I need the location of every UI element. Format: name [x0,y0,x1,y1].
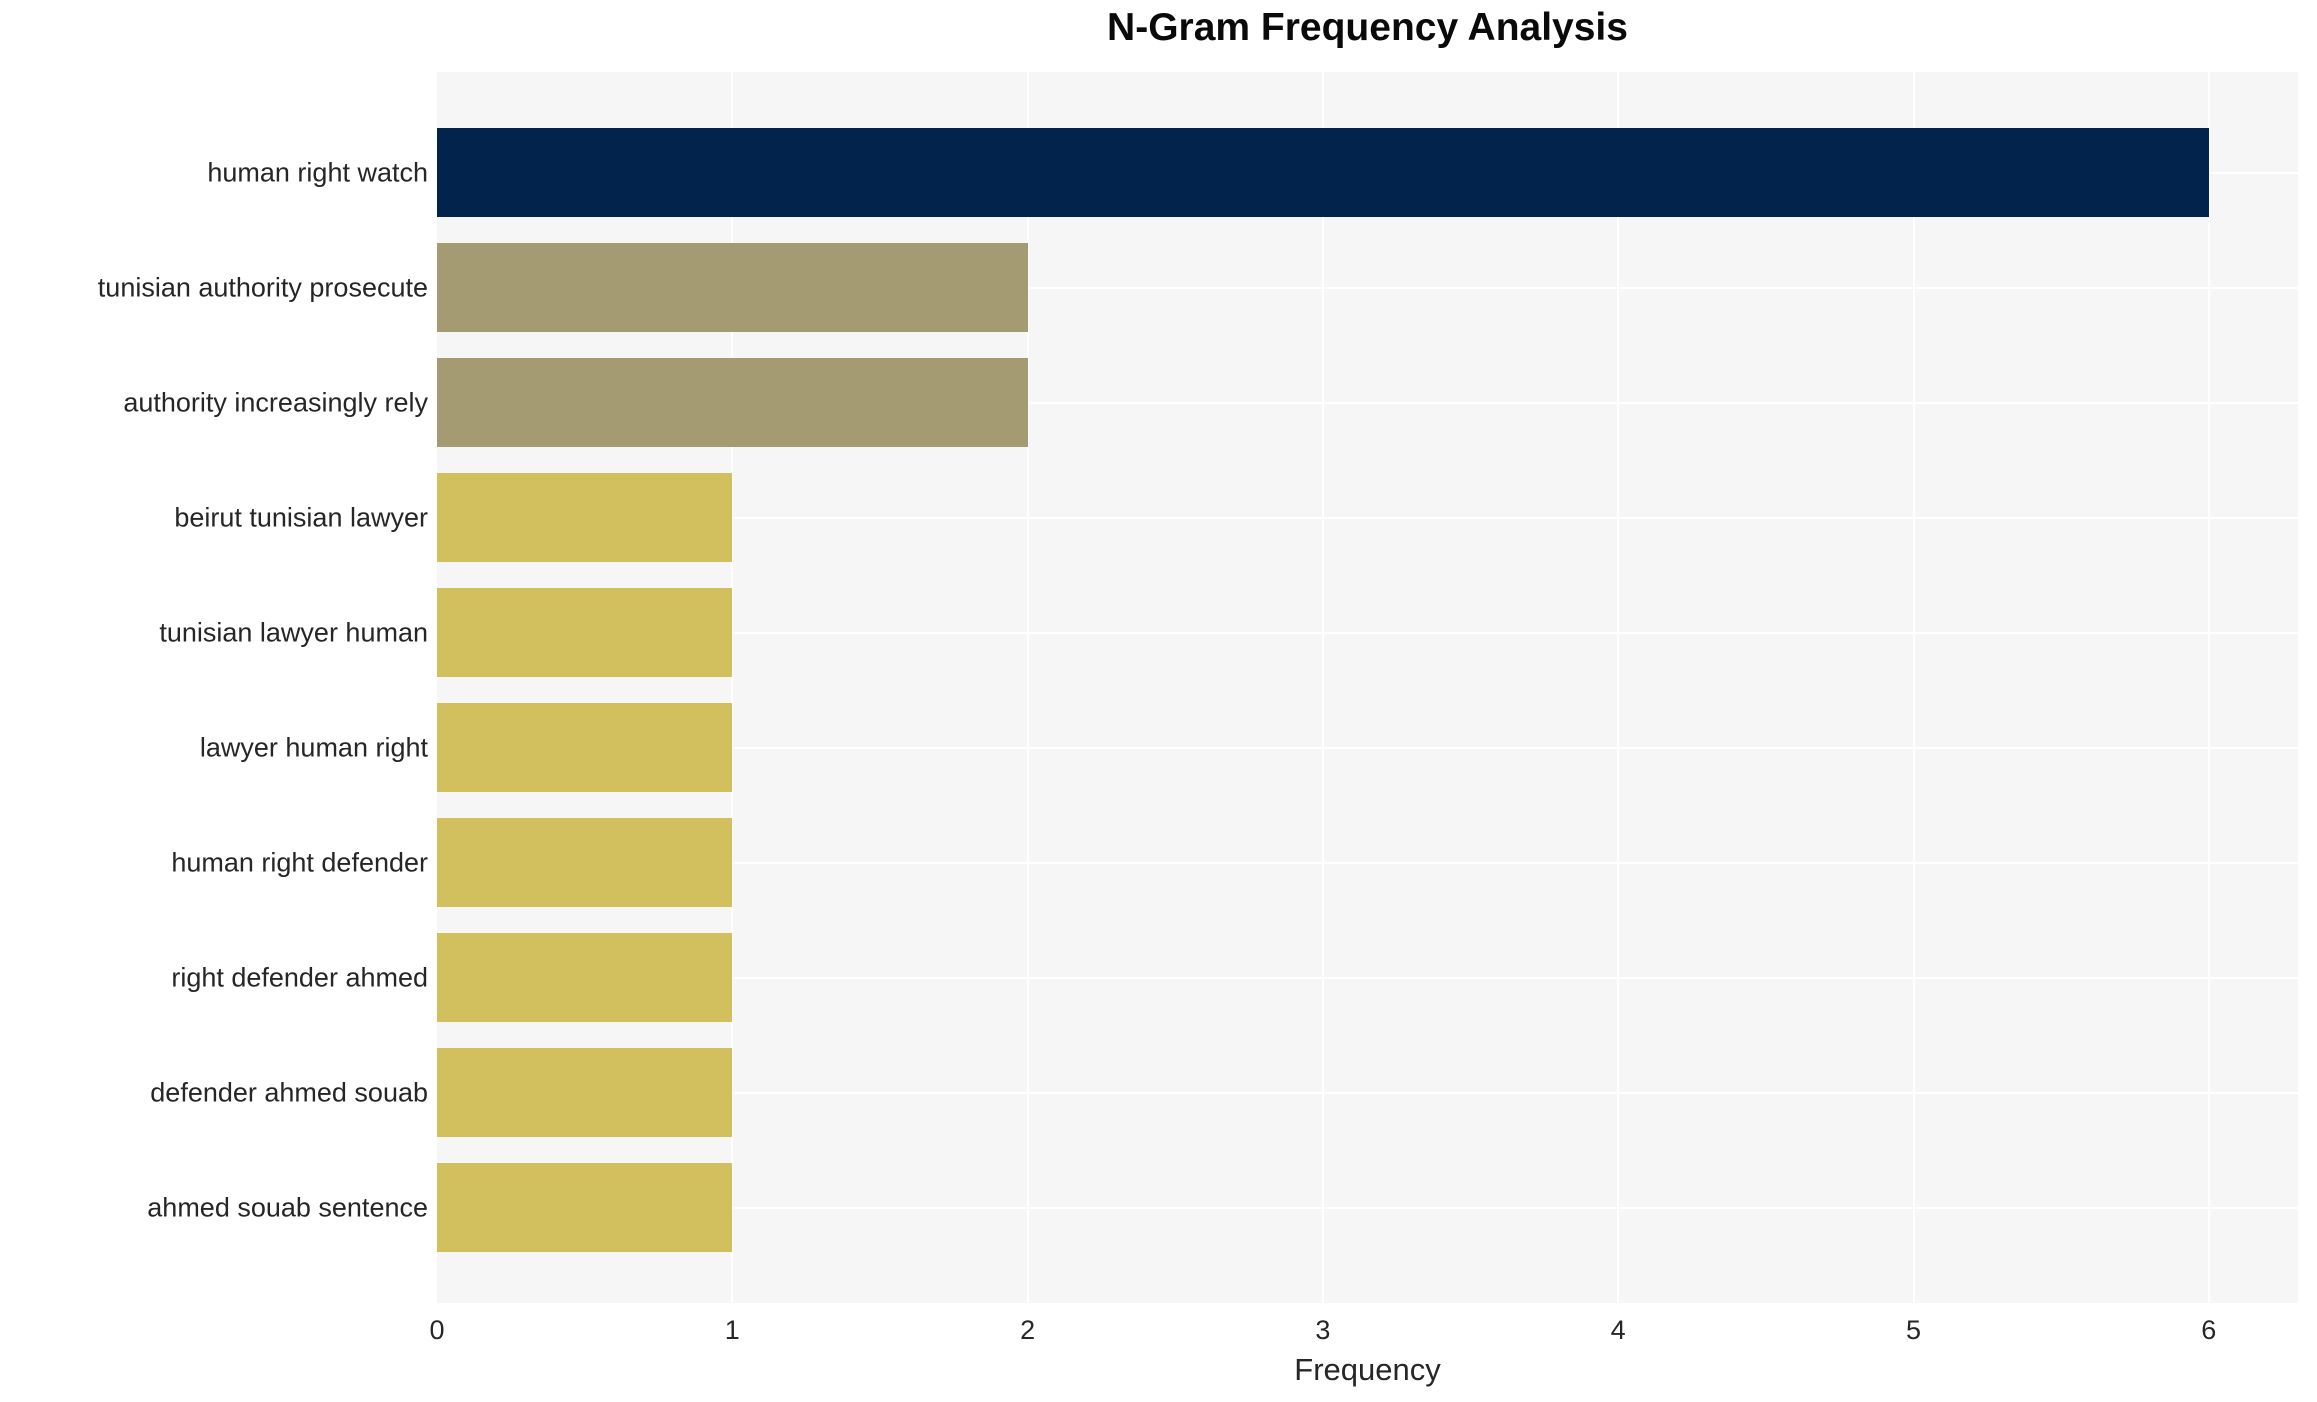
bar [437,933,732,1022]
chart-title: N-Gram Frequency Analysis [1107,6,1628,49]
gridline-y [437,631,2298,634]
x-tick-label: 1 [724,1315,740,1345]
gridline-x [1617,72,1620,1303]
gridline-y [437,401,2298,404]
gridline-x [1026,72,1029,1303]
bar [437,473,732,562]
y-tick-label: ahmed souab sentence [147,1192,428,1222]
bar [437,818,732,907]
bar [437,243,1028,332]
gridline-y [437,861,2298,864]
y-tick-label: tunisian lawyer human [159,617,428,647]
gridline-x [731,72,734,1303]
y-tick-label: human right watch [207,157,428,187]
y-tick-label: right defender ahmed [171,962,428,992]
gridline-y [437,516,2298,519]
gridline-y [437,1091,2298,1094]
x-axis-label: Frequency [1294,1352,1441,1387]
y-tick-label: lawyer human right [199,732,428,762]
x-tick-label: 5 [1905,1315,1922,1345]
y-tick-label: human right defender [171,847,428,877]
y-tick-label: defender ahmed souab [150,1077,428,1107]
gridline-y [437,976,2298,979]
bar [437,1163,732,1252]
bar [437,588,732,677]
x-tick-label: 3 [1315,1315,1331,1345]
gridline-y [437,1206,2298,1209]
x-tick-label: 0 [429,1315,445,1345]
y-tick-label: authority increasingly rely [123,387,428,417]
bar [437,128,2209,217]
x-tick-label: 6 [2201,1315,2217,1345]
gridline-x [2207,72,2210,1303]
x-tick-label: 4 [1610,1315,1626,1345]
x-tick-label: 2 [1020,1315,1036,1345]
bar [437,703,732,792]
bar [437,1048,732,1137]
gridline-y [437,286,2298,289]
gridline-x [1912,72,1915,1303]
gridline-x [1321,72,1324,1303]
y-tick-label: beirut tunisian lawyer [174,502,428,532]
bar [437,358,1028,447]
y-tick-label: tunisian authority prosecute [97,272,428,302]
plot-area [437,72,2298,1303]
gridline-y [437,746,2298,749]
